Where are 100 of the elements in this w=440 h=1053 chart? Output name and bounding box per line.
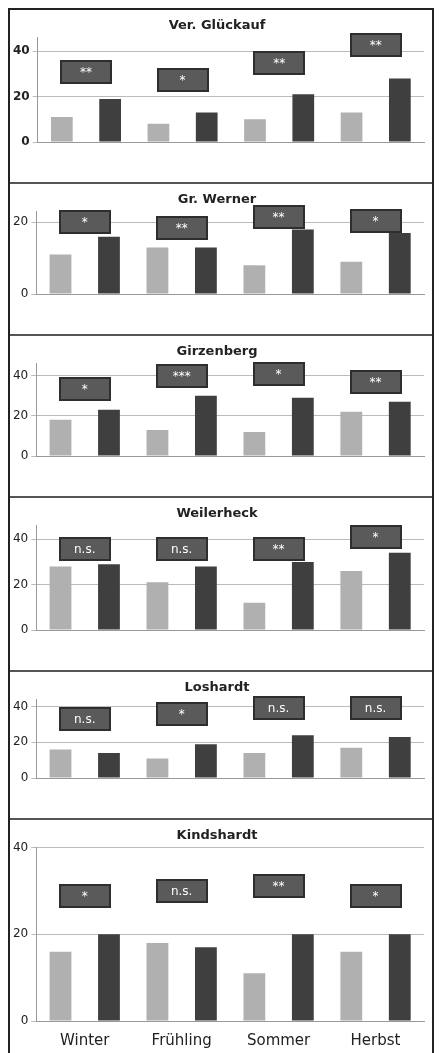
- x-tick-label: Frühling: [151, 1030, 212, 1049]
- bar: [243, 265, 266, 294]
- bar: [98, 236, 120, 294]
- label-box: **: [349, 32, 402, 57]
- label-box: **: [349, 370, 402, 395]
- label-box: *: [349, 208, 402, 233]
- chart-title: Weilerheck: [176, 505, 258, 521]
- annotation: *: [178, 706, 185, 721]
- bar: [292, 94, 315, 142]
- bar: [243, 973, 266, 1021]
- annotation: n.s.: [364, 701, 387, 716]
- annotation: n.s.: [73, 541, 96, 556]
- y-tick-label: 40: [12, 367, 29, 382]
- annotation: n.s.: [73, 712, 96, 727]
- annotation: **: [272, 210, 285, 225]
- y-tick-label: 40: [12, 698, 29, 713]
- bar: [291, 735, 314, 778]
- annotation: *: [372, 213, 379, 228]
- bar: [340, 951, 363, 1021]
- annotation: *: [372, 889, 379, 904]
- y-tick-label: 0: [21, 134, 30, 149]
- annotation: *: [81, 215, 88, 230]
- y-tick-label: 0: [20, 286, 29, 301]
- bar: [98, 564, 120, 630]
- annotation: *: [81, 382, 88, 397]
- y-tick-label: 0: [20, 770, 29, 785]
- label-box: *: [155, 701, 208, 726]
- label-box: n.s.: [349, 696, 402, 721]
- chart-title: Gr. Werner: [177, 191, 257, 207]
- label-box: *: [58, 210, 111, 235]
- y-tick-label: 40: [12, 531, 29, 546]
- y-tick-label: 20: [12, 407, 29, 422]
- bar: [388, 737, 411, 778]
- annotation: ***: [172, 368, 191, 383]
- x-tick-label: Sommer: [246, 1030, 312, 1049]
- bar: [147, 123, 170, 142]
- y-tick-label: 0: [20, 448, 29, 463]
- bar: [98, 409, 120, 456]
- bar: [291, 934, 314, 1021]
- bar: [49, 749, 72, 778]
- bar: [388, 401, 411, 456]
- annotation: **: [369, 375, 382, 390]
- bar: [388, 552, 411, 630]
- annotation: **: [272, 878, 285, 893]
- label-box: *: [58, 377, 111, 402]
- annotation: *: [81, 889, 88, 904]
- annotation: **: [272, 541, 285, 556]
- x-tick-label: Herbst: [350, 1030, 401, 1049]
- bar: [243, 753, 266, 778]
- label-box: **: [155, 216, 208, 241]
- label-box: **: [252, 536, 305, 561]
- y-tick-label: 20: [12, 576, 29, 591]
- bar: [244, 119, 266, 142]
- annotation: *: [179, 73, 186, 88]
- annotation: **: [175, 221, 188, 236]
- bar: [340, 112, 363, 142]
- bar: [49, 254, 72, 294]
- bar: [195, 395, 217, 456]
- annotation: n.s.: [267, 701, 290, 716]
- label-box: **: [253, 50, 306, 75]
- label-box: n.s.: [155, 878, 208, 903]
- y-tick-label: 20: [12, 214, 29, 229]
- bar: [388, 934, 411, 1021]
- y-tick-label: 20: [13, 88, 30, 103]
- bar: [291, 397, 314, 456]
- bar: [340, 261, 363, 294]
- label-box: **: [252, 873, 305, 898]
- bar: [98, 753, 120, 778]
- bar: [98, 934, 120, 1021]
- bar: [146, 247, 169, 294]
- y-tick-label: 0: [20, 1013, 29, 1028]
- y-tick-label: 40: [13, 43, 30, 58]
- chart-title: Girzenberg: [176, 343, 258, 359]
- chart-title: Kindshardt: [176, 827, 258, 843]
- annotation: *: [275, 366, 282, 381]
- chart-title: Ver. Glückauf: [168, 17, 266, 33]
- x-tick-label: Winter: [60, 1030, 111, 1049]
- label-box: *: [349, 884, 402, 909]
- annotation: *: [372, 530, 379, 545]
- annotation: n.s.: [170, 541, 193, 556]
- bar: [388, 233, 411, 294]
- bar: [146, 758, 169, 778]
- label-box: n.s.: [58, 536, 111, 561]
- label-box: ***: [155, 363, 208, 388]
- bar: [195, 566, 217, 630]
- label-box: **: [60, 60, 112, 85]
- y-tick-label: 0: [20, 622, 29, 637]
- bar: [146, 942, 169, 1021]
- bar: [243, 602, 266, 630]
- chart-title: Loshardt: [184, 679, 250, 695]
- label-box: n.s.: [58, 707, 111, 732]
- bar: [243, 431, 266, 456]
- bar: [195, 947, 217, 1021]
- bar: [99, 98, 121, 142]
- annotation: **: [369, 37, 382, 52]
- bar: [195, 112, 218, 142]
- annotation: **: [273, 55, 286, 70]
- bar: [195, 744, 217, 778]
- label-box: *: [58, 884, 111, 909]
- label-box: *: [156, 68, 209, 93]
